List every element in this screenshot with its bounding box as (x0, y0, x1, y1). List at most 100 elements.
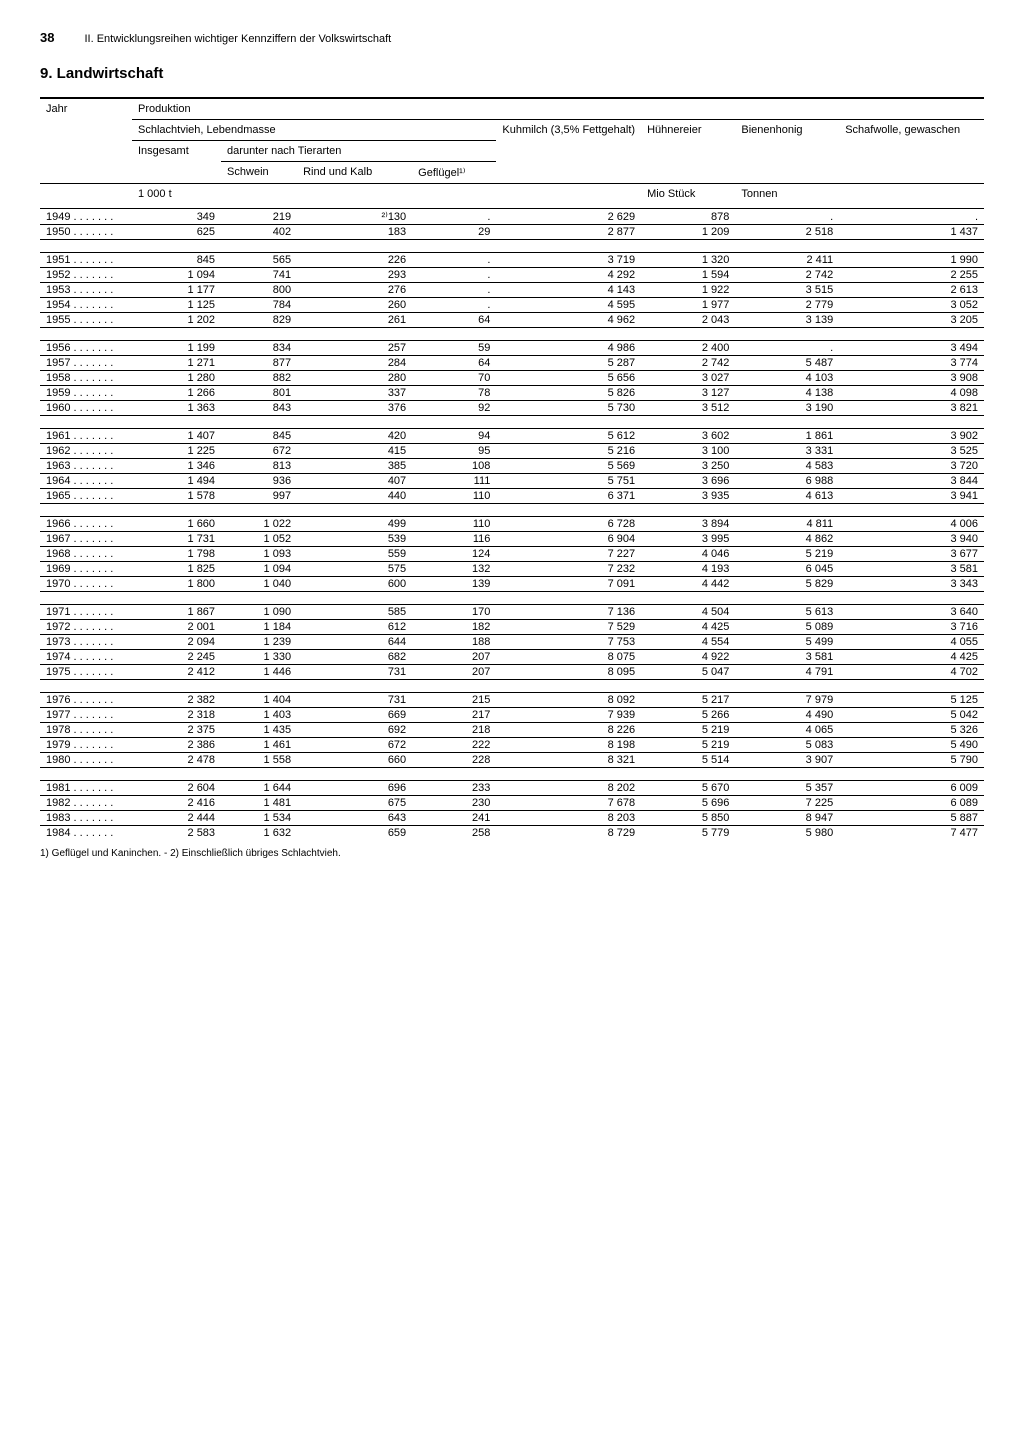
value-cell: 7 477 (839, 826, 984, 841)
year-cell: 1984 (40, 826, 132, 841)
value-cell: 111 (412, 474, 496, 489)
value-cell: 5 266 (641, 708, 735, 723)
table-row: 19812 6041 6446962338 2025 6705 3576 009 (40, 781, 984, 796)
value-cell: 4 811 (735, 517, 839, 532)
year-cell: 1969 (40, 562, 132, 577)
value-cell: 4 143 (496, 283, 641, 298)
table-row: 1951845565226.3 7191 3202 4111 990 (40, 253, 984, 268)
table-row: 19722 0011 1846121827 5294 4255 0893 716 (40, 620, 984, 635)
value-cell: 3 995 (641, 532, 735, 547)
table-row: 19571 271877284645 2872 7425 4873 774 (40, 356, 984, 371)
value-cell: 5 217 (641, 693, 735, 708)
value-cell: 110 (412, 489, 496, 504)
value-cell: 402 (221, 225, 297, 240)
value-cell: 1 644 (221, 781, 297, 796)
value-cell: 5 219 (641, 738, 735, 753)
value-cell: 8 092 (496, 693, 641, 708)
value-cell: 731 (297, 665, 412, 680)
value-cell: 2 255 (839, 268, 984, 283)
table-row: 19661 6601 0224991106 7283 8944 8114 006 (40, 517, 984, 532)
value-cell: 882 (221, 371, 297, 386)
value-cell: 8 947 (735, 811, 839, 826)
value-cell: 997 (221, 489, 297, 504)
value-cell: 813 (221, 459, 297, 474)
value-cell: 1 022 (221, 517, 297, 532)
value-cell: 5 490 (839, 738, 984, 753)
value-cell: 376 (297, 401, 412, 416)
value-cell: 659 (297, 826, 412, 841)
value-cell: . (412, 268, 496, 283)
value-cell: 2 094 (132, 635, 221, 650)
value-cell: 559 (297, 547, 412, 562)
value-cell: 3 052 (839, 298, 984, 313)
value-cell: 5 326 (839, 723, 984, 738)
value-cell: 1 271 (132, 356, 221, 371)
value-cell: 672 (297, 738, 412, 753)
value-cell: 4 098 (839, 386, 984, 401)
value-cell: 2 318 (132, 708, 221, 723)
value-cell: 64 (412, 356, 496, 371)
value-cell: 3 640 (839, 605, 984, 620)
year-cell: 1954 (40, 298, 132, 313)
value-cell: 1 202 (132, 313, 221, 328)
value-cell: . (412, 283, 496, 298)
col-honig: Bienen­honig (735, 120, 839, 184)
year-cell: 1978 (40, 723, 132, 738)
year-cell: 1950 (40, 225, 132, 240)
value-cell: 5 613 (735, 605, 839, 620)
value-cell: 3 331 (735, 444, 839, 459)
value-cell: 1 052 (221, 532, 297, 547)
year-cell: 1952 (40, 268, 132, 283)
value-cell: 612 (297, 620, 412, 635)
value-cell: 7 136 (496, 605, 641, 620)
value-cell: 7 091 (496, 577, 641, 592)
value-cell: 222 (412, 738, 496, 753)
section-title: 9. Landwirtschaft (40, 65, 984, 82)
value-cell: 672 (221, 444, 297, 459)
value-cell: 3 941 (839, 489, 984, 504)
value-cell: 2 043 (641, 313, 735, 328)
value-cell: 5 357 (735, 781, 839, 796)
value-cell: 188 (412, 635, 496, 650)
value-cell: 293 (297, 268, 412, 283)
value-cell: 4 006 (839, 517, 984, 532)
value-cell: 5 047 (641, 665, 735, 680)
value-cell: . (735, 209, 839, 225)
value-cell: 5 612 (496, 429, 641, 444)
year-cell: 1960 (40, 401, 132, 416)
value-cell: 5 826 (496, 386, 641, 401)
value-cell: 3 494 (839, 341, 984, 356)
value-cell: 4 962 (496, 313, 641, 328)
value-cell: 1 184 (221, 620, 297, 635)
value-cell: 415 (297, 444, 412, 459)
year-cell: 1958 (40, 371, 132, 386)
value-cell: . (735, 341, 839, 356)
unit-tonnen: Tonnen (735, 184, 984, 209)
value-cell: 3 343 (839, 577, 984, 592)
value-cell: 1 199 (132, 341, 221, 356)
value-cell: 78 (412, 386, 496, 401)
value-cell: 7 939 (496, 708, 641, 723)
value-cell: 1 867 (132, 605, 221, 620)
value-cell: 878 (641, 209, 735, 225)
value-cell: 4 922 (641, 650, 735, 665)
value-cell: 7 227 (496, 547, 641, 562)
value-cell: 1 239 (221, 635, 297, 650)
value-cell: 1 125 (132, 298, 221, 313)
value-cell: 585 (297, 605, 412, 620)
value-cell: 6 009 (839, 781, 984, 796)
value-cell: 731 (297, 693, 412, 708)
value-cell: 261 (297, 313, 412, 328)
year-cell: 1957 (40, 356, 132, 371)
value-cell: 3 581 (735, 650, 839, 665)
value-cell: 7 232 (496, 562, 641, 577)
value-cell: 1 404 (221, 693, 297, 708)
value-cell: 6 988 (735, 474, 839, 489)
value-cell: 2 444 (132, 811, 221, 826)
value-cell: 877 (221, 356, 297, 371)
value-cell: 5 083 (735, 738, 839, 753)
value-cell: 4 702 (839, 665, 984, 680)
year-cell: 1976 (40, 693, 132, 708)
year-cell: 1956 (40, 341, 132, 356)
value-cell: 1 632 (221, 826, 297, 841)
